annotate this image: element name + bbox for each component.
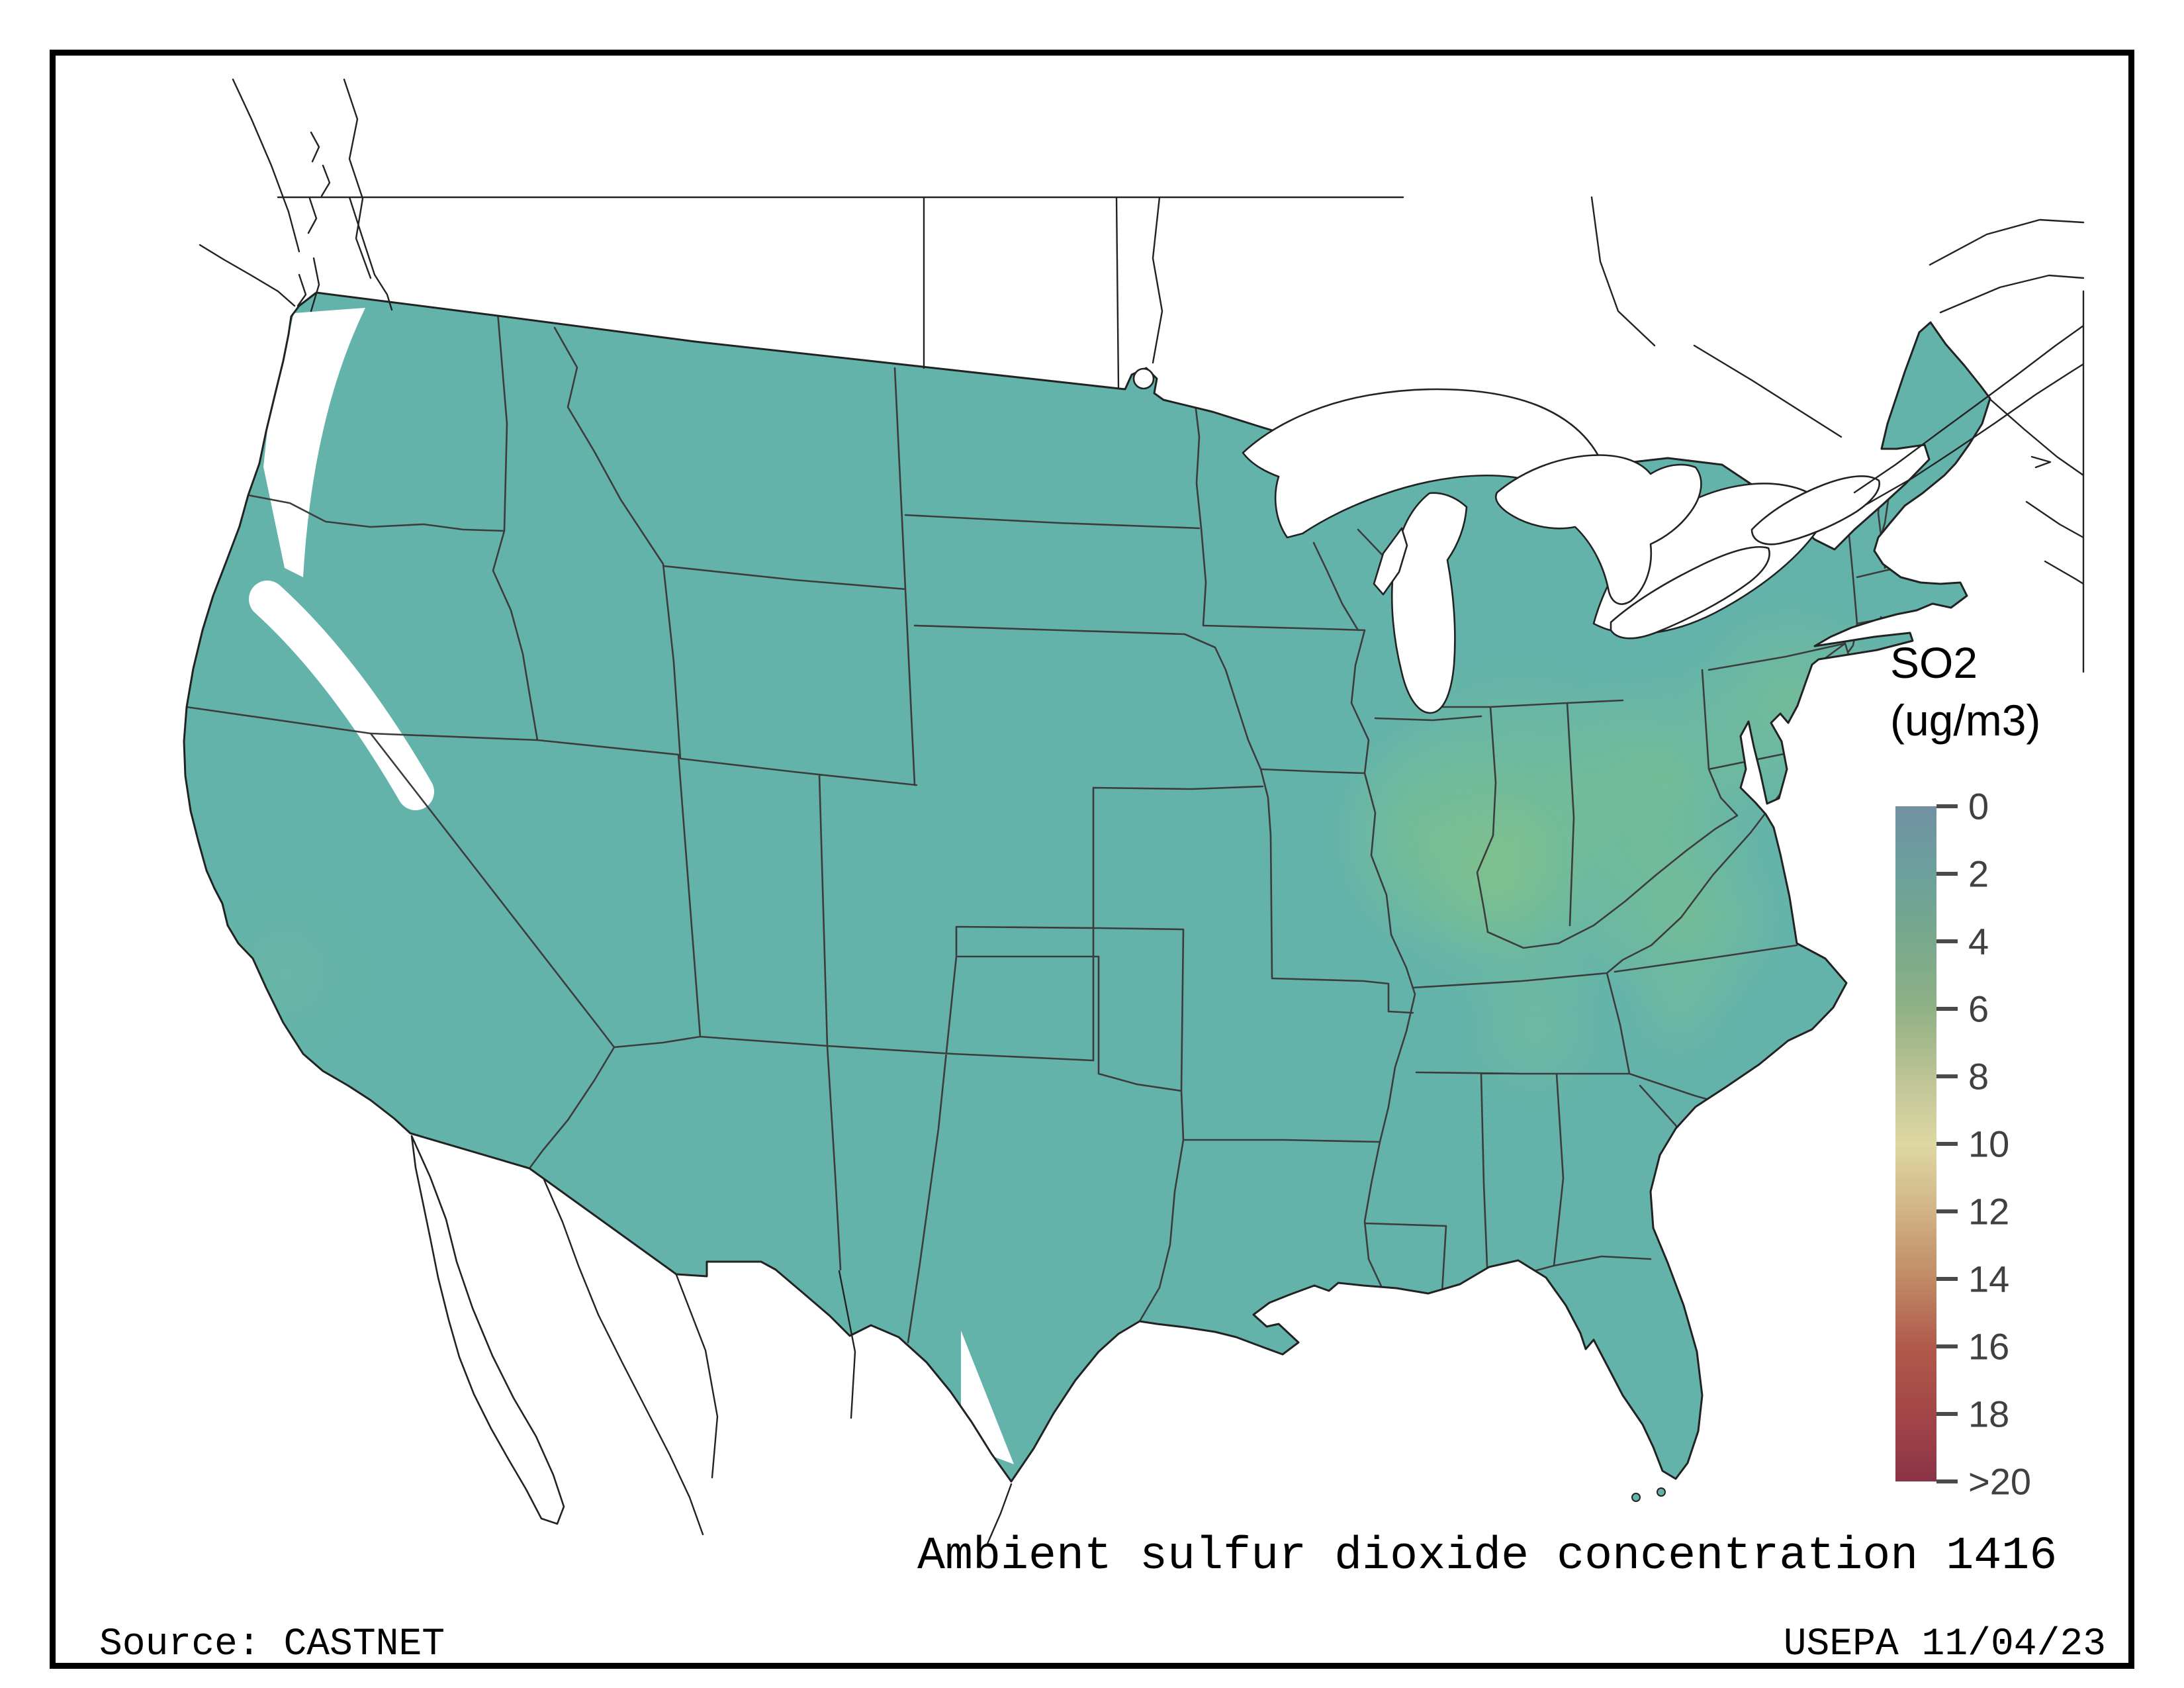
tick-4 bbox=[1936, 939, 1958, 943]
tick-12 bbox=[1936, 1209, 1958, 1213]
lake-ontario bbox=[1751, 475, 1881, 545]
credit-label: USEPA 11/04/23 bbox=[1783, 1623, 2106, 1666]
tick-20 bbox=[1936, 1479, 1958, 1483]
canada-outlines bbox=[199, 78, 2085, 673]
tick-8 bbox=[1936, 1074, 1958, 1078]
tick-14 bbox=[1936, 1277, 1958, 1281]
lake-erie bbox=[1610, 545, 1770, 639]
legend-title: SO2 (ug/m3) bbox=[1890, 634, 2040, 749]
mexico-outlines bbox=[410, 1135, 1013, 1545]
tick-label-8: 8 bbox=[1968, 1055, 1989, 1098]
tick-10 bbox=[1936, 1142, 1958, 1146]
tick-label-18: 18 bbox=[1968, 1393, 2010, 1435]
legend-title-line2: (ug/m3) bbox=[1890, 696, 2041, 745]
tick-label-6: 6 bbox=[1968, 988, 1989, 1030]
source-label: Source: CASTNET bbox=[99, 1623, 445, 1666]
tick-label-14: 14 bbox=[1968, 1258, 2010, 1300]
lake-huron bbox=[1494, 454, 1702, 605]
lake-of-the-woods bbox=[1132, 367, 1155, 390]
tick-label-4: 4 bbox=[1968, 920, 1989, 962]
great-lakes bbox=[1132, 367, 1881, 714]
florida-keys bbox=[1631, 1487, 1666, 1502]
legend-title-line1: SO2 bbox=[1890, 638, 1978, 687]
so2-hotspots bbox=[185, 590, 1903, 1115]
tick-16 bbox=[1936, 1344, 1958, 1348]
tick-label-12: 12 bbox=[1968, 1190, 2010, 1233]
tick-label-16: 16 bbox=[1968, 1325, 2010, 1368]
tick-label-10: 10 bbox=[1968, 1123, 2010, 1165]
baja-california bbox=[410, 1135, 565, 1525]
tick-label-gt20: >20 bbox=[1968, 1460, 2031, 1503]
tick-0 bbox=[1936, 804, 1958, 808]
green-bay bbox=[1373, 527, 1408, 596]
plot-title: Ambient sulfur dioxide concentration 141… bbox=[917, 1530, 2058, 1583]
colorbar bbox=[1895, 806, 1936, 1481]
tick-label-2: 2 bbox=[1968, 853, 1989, 895]
state-borders bbox=[185, 311, 1922, 1344]
tick-2 bbox=[1936, 872, 1958, 876]
tick-6 bbox=[1936, 1007, 1958, 1011]
tick-label-0: 0 bbox=[1968, 785, 1989, 827]
tick-18 bbox=[1936, 1412, 1958, 1416]
